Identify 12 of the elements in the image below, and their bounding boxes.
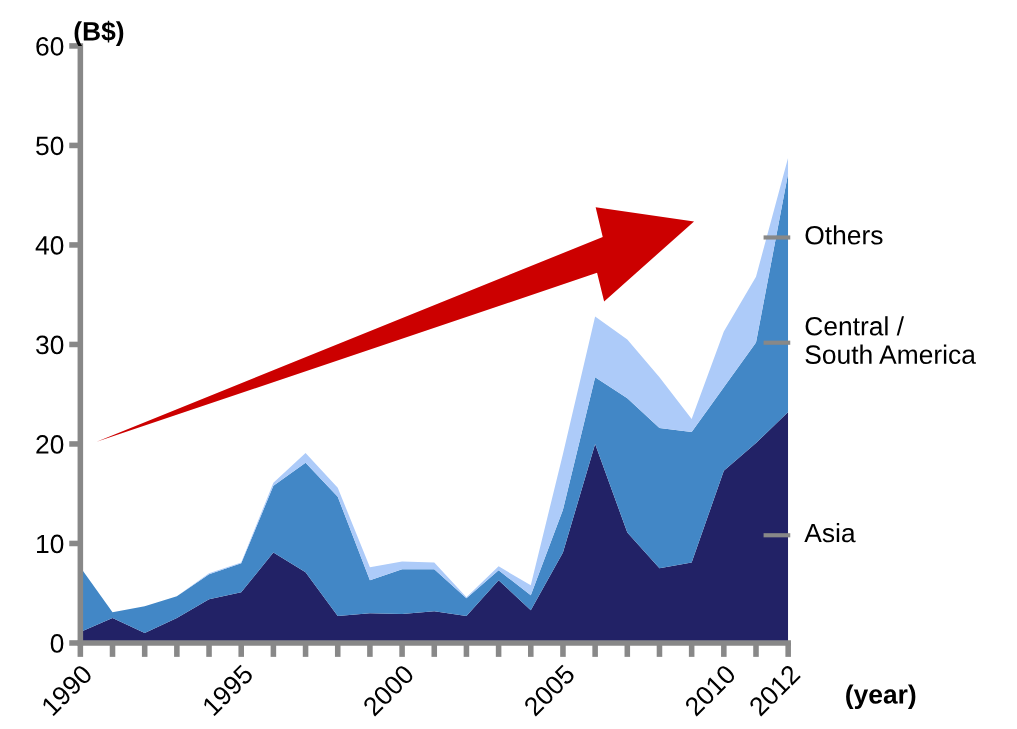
series-label: Asia — [804, 522, 856, 543]
x-axis-title: (year) — [846, 684, 916, 710]
y-tick-label: 10 — [37, 534, 64, 554]
y-tick-label: 20 — [36, 435, 64, 454]
y-axis-title: (B$) — [74, 20, 124, 46]
y-tick-label: 50 — [36, 136, 64, 156]
y-tick-label: 30 — [36, 335, 64, 355]
series-label: Others — [805, 225, 883, 245]
y-tick-label: 60 — [36, 37, 64, 56]
series-label: Central / South America — [805, 316, 976, 365]
y-tick-label: 0 — [50, 634, 64, 653]
y-tick-label: 40 — [35, 236, 64, 255]
